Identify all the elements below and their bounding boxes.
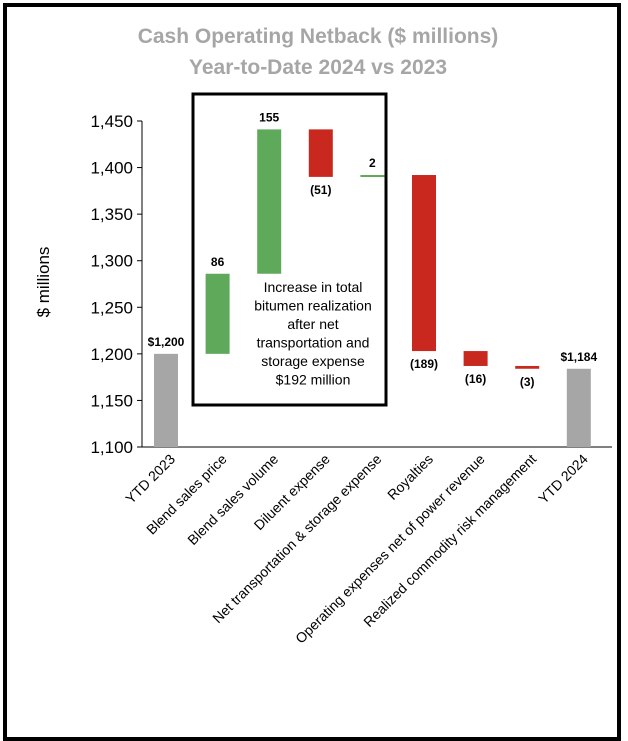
bar-increase [360, 175, 385, 178]
bar-increase [257, 129, 282, 274]
y-axis: 1,100 1,150 1,200 1,250 1,300 1,350 1,400 1,450 [90, 112, 612, 457]
y-tick-label: 1,100 [90, 438, 133, 457]
bar-data-label: 86 [211, 255, 225, 269]
y-tick-label: 1,450 [90, 112, 133, 131]
annotation-text-line: bitumen realization [254, 298, 372, 314]
x-category-label: YTD 2024 [535, 451, 591, 507]
bar-total [154, 353, 178, 447]
y-tick-label: 1,250 [90, 298, 133, 317]
y-tick-label: 1,300 [90, 252, 133, 271]
bar-decrease [412, 175, 436, 352]
y-tick-label: 1,350 [90, 205, 133, 224]
y-tick-label: 1,150 [90, 391, 133, 410]
bar-decrease [515, 365, 540, 369]
x-category-label: Operating expenses net of power revenue [292, 451, 488, 647]
bar-data-label: $1,200 [148, 335, 185, 349]
annotation-text-line: storage expense [261, 353, 365, 369]
bar-increase [205, 273, 230, 354]
bar-data-label: (189) [410, 357, 438, 371]
chart-subtitle: Year-to-Date 2024 vs 2023 [189, 56, 447, 79]
bars-group: $1,200 86 155 (51) 2 (189) (16) (3) $1,184 [148, 110, 597, 447]
y-axis-label: $ millions [34, 247, 53, 318]
annotation-text-line: Increase in total [264, 279, 363, 295]
annotation-text-line: $192 million [276, 372, 351, 388]
y-tick-label: 1,200 [90, 345, 133, 364]
bar-data-label: (16) [465, 372, 486, 386]
annotation-text-line: after net [287, 316, 338, 332]
chart-frame [3, 3, 621, 741]
annotation-border [191, 92, 388, 407]
bar-decrease [463, 351, 488, 366]
annotation-text-line: transportation and [257, 335, 370, 351]
bar-data-label: (51) [310, 183, 331, 197]
x-category-label: Royalties [384, 451, 436, 503]
y-tick-label: 1,400 [90, 159, 133, 178]
x-category-label: Blend sales volume [184, 451, 281, 548]
bar-data-label: 155 [259, 110, 279, 124]
bar-data-label: 2 [369, 156, 376, 170]
chart-title: Cash Operating Netback ($ millions) [138, 25, 499, 48]
bar-total [566, 368, 591, 447]
bar-data-label: $1,184 [560, 350, 597, 364]
annotation-box: Increase in total bitumen realization afte… [191, 92, 388, 407]
bar-data-label: (3) [520, 375, 535, 389]
bar-decrease [308, 129, 333, 177]
